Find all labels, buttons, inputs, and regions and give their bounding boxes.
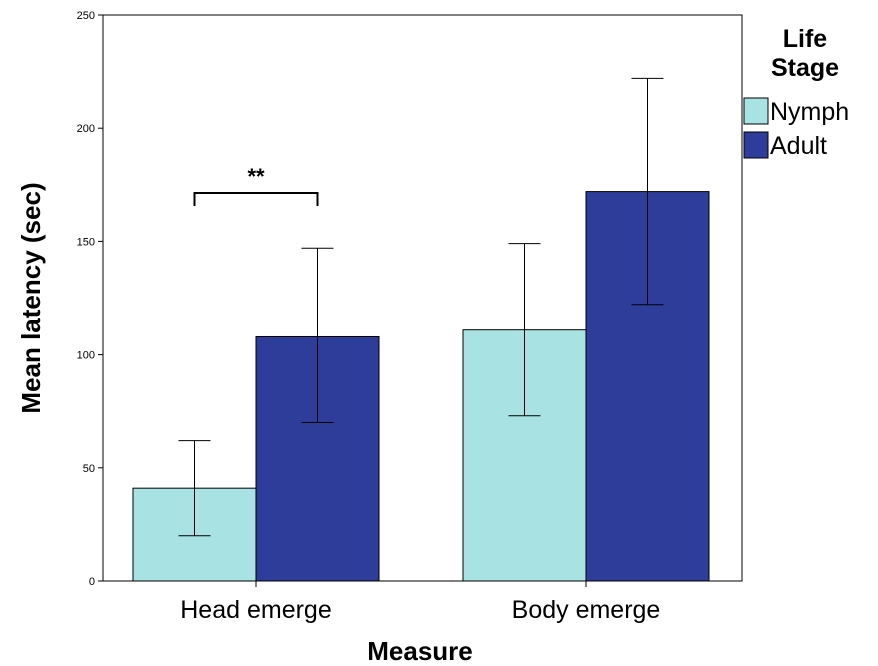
x-axis-title: Measure [367, 636, 473, 666]
plot-area: 0 50 100 150 200 250 Head emerge Body emerge ** [77, 10, 743, 624]
legend-label-adult: Adult [770, 132, 827, 160]
y-tick-label: 0 [89, 576, 95, 588]
y-tick-label: 200 [77, 123, 95, 135]
y-tick-label: 250 [77, 10, 95, 22]
y-axis-title: Mean latency (sec) [16, 182, 46, 413]
significance-label: ** [247, 164, 265, 189]
x-tick-label: Head emerge [180, 596, 331, 624]
legend-title-line1: Life [783, 25, 828, 53]
significance-bracket [193, 192, 319, 206]
legend-title-line2: Stage [771, 54, 839, 82]
y-tick-label: 50 [83, 463, 95, 475]
x-tick-label: Body emerge [512, 596, 661, 624]
legend-label-nymph: Nymph [770, 98, 849, 126]
y-tick-label: 150 [77, 236, 95, 248]
plot-frame [102, 14, 743, 582]
legend-swatch-adult [743, 131, 769, 159]
y-tick-label: 100 [77, 350, 95, 362]
legend: Life Stage Nymph Adult [743, 25, 849, 160]
legend-swatch-nymph [743, 97, 769, 125]
